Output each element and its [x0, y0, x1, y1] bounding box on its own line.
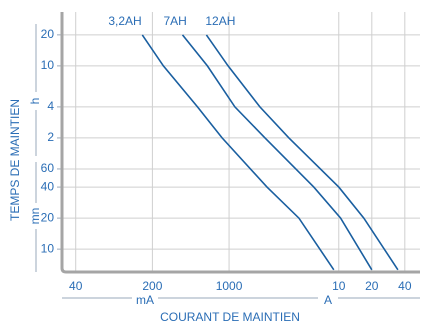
y-tick-label: 10 — [41, 58, 55, 72]
x-tick-label: 200 — [142, 279, 162, 293]
x-tick-label: 40 — [69, 279, 83, 293]
y-tick-label: 20 — [41, 210, 55, 224]
y-tick-label: 60 — [41, 161, 55, 175]
y-unit-label: h — [28, 98, 42, 105]
y-tick-label: 20 — [41, 27, 55, 41]
x-tick-label: 20 — [365, 279, 379, 293]
y-tick-label: 2 — [47, 130, 54, 144]
x-unit-label: mA — [136, 293, 154, 307]
x-tick-label: 1000 — [216, 279, 243, 293]
series-label: 12AH — [205, 14, 235, 28]
x-unit-label: A — [324, 293, 332, 307]
series-line — [141, 34, 335, 271]
x-tick-label: 10 — [332, 279, 346, 293]
series-label: 3,2AH — [108, 14, 141, 28]
axis — [60, 12, 420, 274]
series-line — [181, 34, 373, 271]
y-tick-label: 10 — [41, 241, 55, 255]
y-unit-label: mn — [28, 208, 42, 225]
y-tick-label: 4 — [47, 99, 54, 113]
x-tick-label: 40 — [398, 279, 412, 293]
y-axis-title: TEMPS DE MAINTIEN — [8, 99, 22, 221]
y-tick-label: 40 — [41, 179, 55, 193]
series-line — [205, 34, 399, 271]
series-label: 7AH — [163, 14, 186, 28]
x-axis-title: COURANT DE MAINTIEN — [160, 310, 300, 322]
